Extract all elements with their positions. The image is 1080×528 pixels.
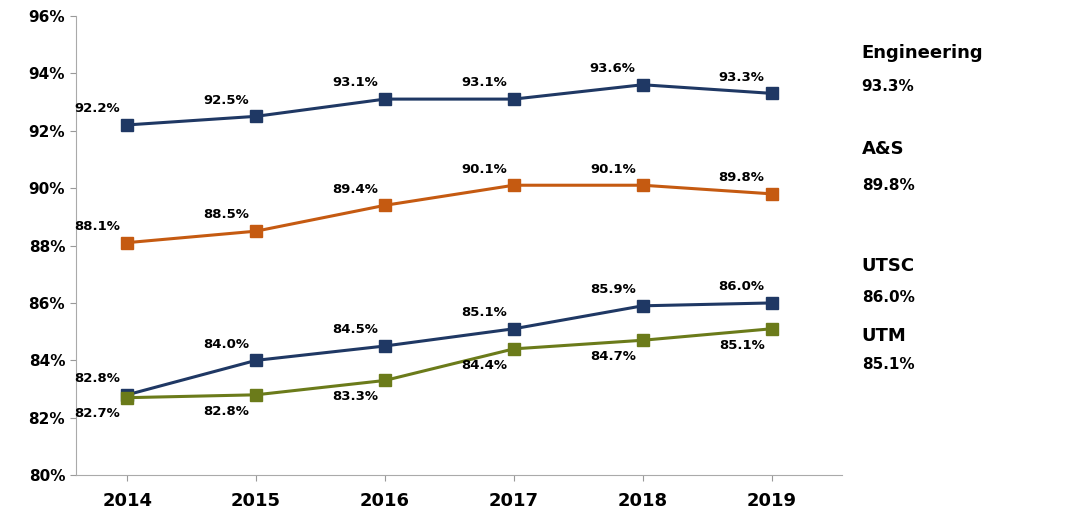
Text: A&S: A&S xyxy=(862,140,904,158)
Text: 83.3%: 83.3% xyxy=(332,390,378,403)
Text: 86.0%: 86.0% xyxy=(862,290,915,305)
Text: 93.6%: 93.6% xyxy=(590,62,636,75)
Text: 85.9%: 85.9% xyxy=(590,283,636,296)
Text: 88.1%: 88.1% xyxy=(75,220,120,233)
Text: 86.0%: 86.0% xyxy=(718,280,765,293)
Text: 92.2%: 92.2% xyxy=(75,102,120,115)
Text: 82.8%: 82.8% xyxy=(203,404,249,418)
Text: 82.7%: 82.7% xyxy=(75,408,120,420)
Text: 93.1%: 93.1% xyxy=(461,77,507,89)
Text: 82.8%: 82.8% xyxy=(75,372,120,385)
Text: 84.7%: 84.7% xyxy=(590,350,636,363)
Text: Engineering: Engineering xyxy=(862,44,984,62)
Text: 90.1%: 90.1% xyxy=(461,163,507,175)
Text: 90.1%: 90.1% xyxy=(590,163,636,175)
Text: 89.8%: 89.8% xyxy=(718,171,765,184)
Text: 85.1%: 85.1% xyxy=(461,306,507,319)
Text: 88.5%: 88.5% xyxy=(203,209,249,221)
Text: 93.1%: 93.1% xyxy=(333,77,378,89)
Text: UTM: UTM xyxy=(862,327,906,345)
Text: 85.1%: 85.1% xyxy=(862,357,915,372)
Text: 89.8%: 89.8% xyxy=(862,178,915,193)
Text: 93.3%: 93.3% xyxy=(862,79,915,93)
Text: 85.1%: 85.1% xyxy=(719,338,765,352)
Text: UTSC: UTSC xyxy=(862,257,915,275)
Text: 84.0%: 84.0% xyxy=(203,337,249,351)
Text: 84.4%: 84.4% xyxy=(461,359,507,372)
Text: 92.5%: 92.5% xyxy=(203,93,249,107)
Text: 93.3%: 93.3% xyxy=(718,71,765,83)
Text: 89.4%: 89.4% xyxy=(332,183,378,195)
Text: 84.5%: 84.5% xyxy=(332,323,378,336)
